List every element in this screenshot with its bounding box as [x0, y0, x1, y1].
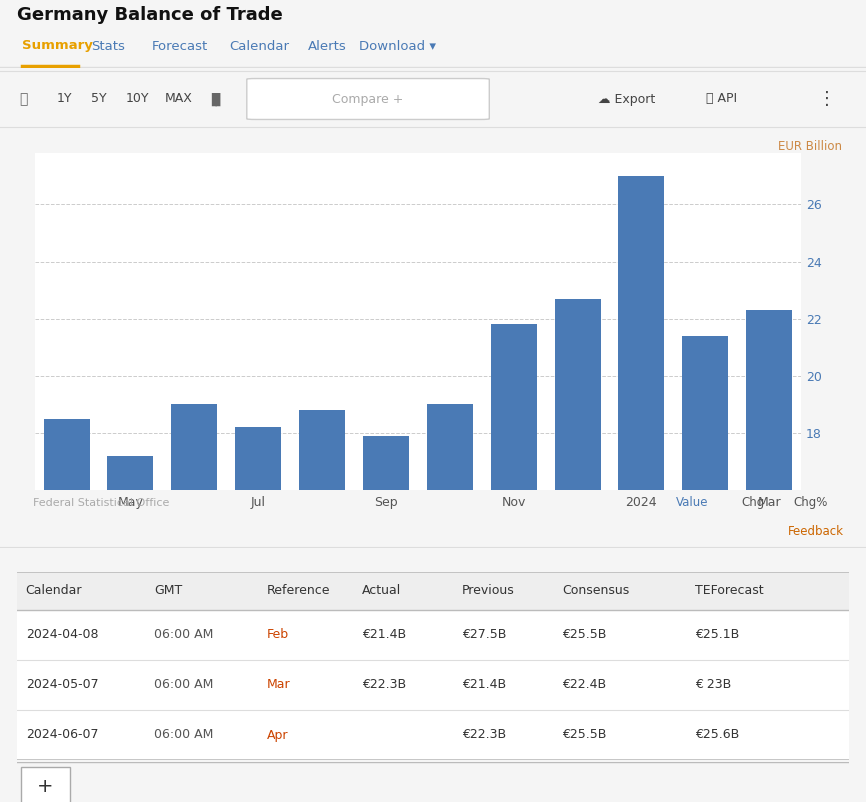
- Bar: [746, 310, 792, 802]
- Bar: [682, 336, 728, 802]
- Text: Stats: Stats: [91, 39, 125, 52]
- Text: 2024-06-07: 2024-06-07: [26, 728, 98, 742]
- Bar: [17, 610, 849, 660]
- Text: €25.6B: €25.6B: [695, 728, 739, 742]
- Bar: [363, 435, 409, 802]
- Text: EUR Billion: EUR Billion: [778, 140, 842, 152]
- Text: €21.4B: €21.4B: [362, 629, 406, 642]
- Text: Germany Balance of Trade: Germany Balance of Trade: [17, 6, 283, 24]
- Text: €22.4B: €22.4B: [562, 678, 606, 691]
- Text: Consensus: Consensus: [562, 585, 629, 597]
- Text: €21.4B: €21.4B: [462, 678, 507, 691]
- Bar: [22, 767, 69, 802]
- Text: Forecast: Forecast: [152, 39, 208, 52]
- Bar: [554, 298, 600, 802]
- Bar: [17, 572, 849, 610]
- Text: MAX: MAX: [165, 92, 192, 106]
- Text: Previous: Previous: [462, 585, 515, 597]
- Text: Alerts: Alerts: [307, 39, 346, 52]
- Text: TEForecast: TEForecast: [695, 585, 764, 597]
- Text: Summary: Summary: [22, 39, 93, 52]
- Text: Chg: Chg: [741, 496, 765, 509]
- Text: Calendar: Calendar: [26, 585, 82, 597]
- Text: Apr: Apr: [267, 728, 288, 742]
- Bar: [427, 404, 473, 802]
- Text: € 23B: € 23B: [695, 678, 731, 691]
- Text: Feedback: Feedback: [788, 525, 844, 538]
- Text: €22.3B: €22.3B: [462, 728, 507, 742]
- Bar: [491, 324, 537, 802]
- Bar: [107, 456, 153, 802]
- Bar: [43, 419, 89, 802]
- Text: 5Y: 5Y: [91, 92, 107, 106]
- Text: 📅: 📅: [19, 92, 28, 106]
- Text: 🗄 API: 🗄 API: [706, 92, 737, 106]
- Text: 06:00 AM: 06:00 AM: [154, 728, 214, 742]
- Text: Chg%: Chg%: [793, 496, 828, 509]
- Text: €22.3B: €22.3B: [362, 678, 406, 691]
- Text: 2024-04-08: 2024-04-08: [26, 629, 98, 642]
- Text: Federal Statistical Office: Federal Statistical Office: [33, 497, 169, 508]
- Text: +: +: [37, 776, 54, 796]
- Text: GMT: GMT: [154, 585, 183, 597]
- Text: Download ▾: Download ▾: [359, 39, 436, 52]
- Text: €25.1B: €25.1B: [695, 629, 739, 642]
- Text: Calendar: Calendar: [229, 39, 289, 52]
- Text: ▐▌: ▐▌: [206, 92, 225, 106]
- Bar: [236, 427, 281, 802]
- Text: 10Y: 10Y: [126, 92, 149, 106]
- Text: ⋮: ⋮: [818, 90, 837, 108]
- Text: 06:00 AM: 06:00 AM: [154, 678, 214, 691]
- Text: €25.5B: €25.5B: [562, 629, 606, 642]
- Text: Mar: Mar: [267, 678, 290, 691]
- Text: €27.5B: €27.5B: [462, 629, 507, 642]
- Text: 06:00 AM: 06:00 AM: [154, 629, 214, 642]
- Text: Value: Value: [675, 496, 708, 509]
- Bar: [17, 660, 849, 710]
- Text: Feb: Feb: [267, 629, 289, 642]
- Text: €25.5B: €25.5B: [562, 728, 606, 742]
- Text: 1Y: 1Y: [56, 92, 72, 106]
- Bar: [171, 404, 217, 802]
- Bar: [17, 710, 849, 760]
- Bar: [618, 176, 664, 802]
- Text: 2024-05-07: 2024-05-07: [26, 678, 98, 691]
- FancyBboxPatch shape: [247, 79, 489, 119]
- Bar: [299, 410, 345, 802]
- Text: Actual: Actual: [362, 585, 402, 597]
- Text: ☁ Export: ☁ Export: [598, 92, 655, 106]
- Text: Compare +: Compare +: [333, 92, 404, 106]
- Text: Reference: Reference: [267, 585, 330, 597]
